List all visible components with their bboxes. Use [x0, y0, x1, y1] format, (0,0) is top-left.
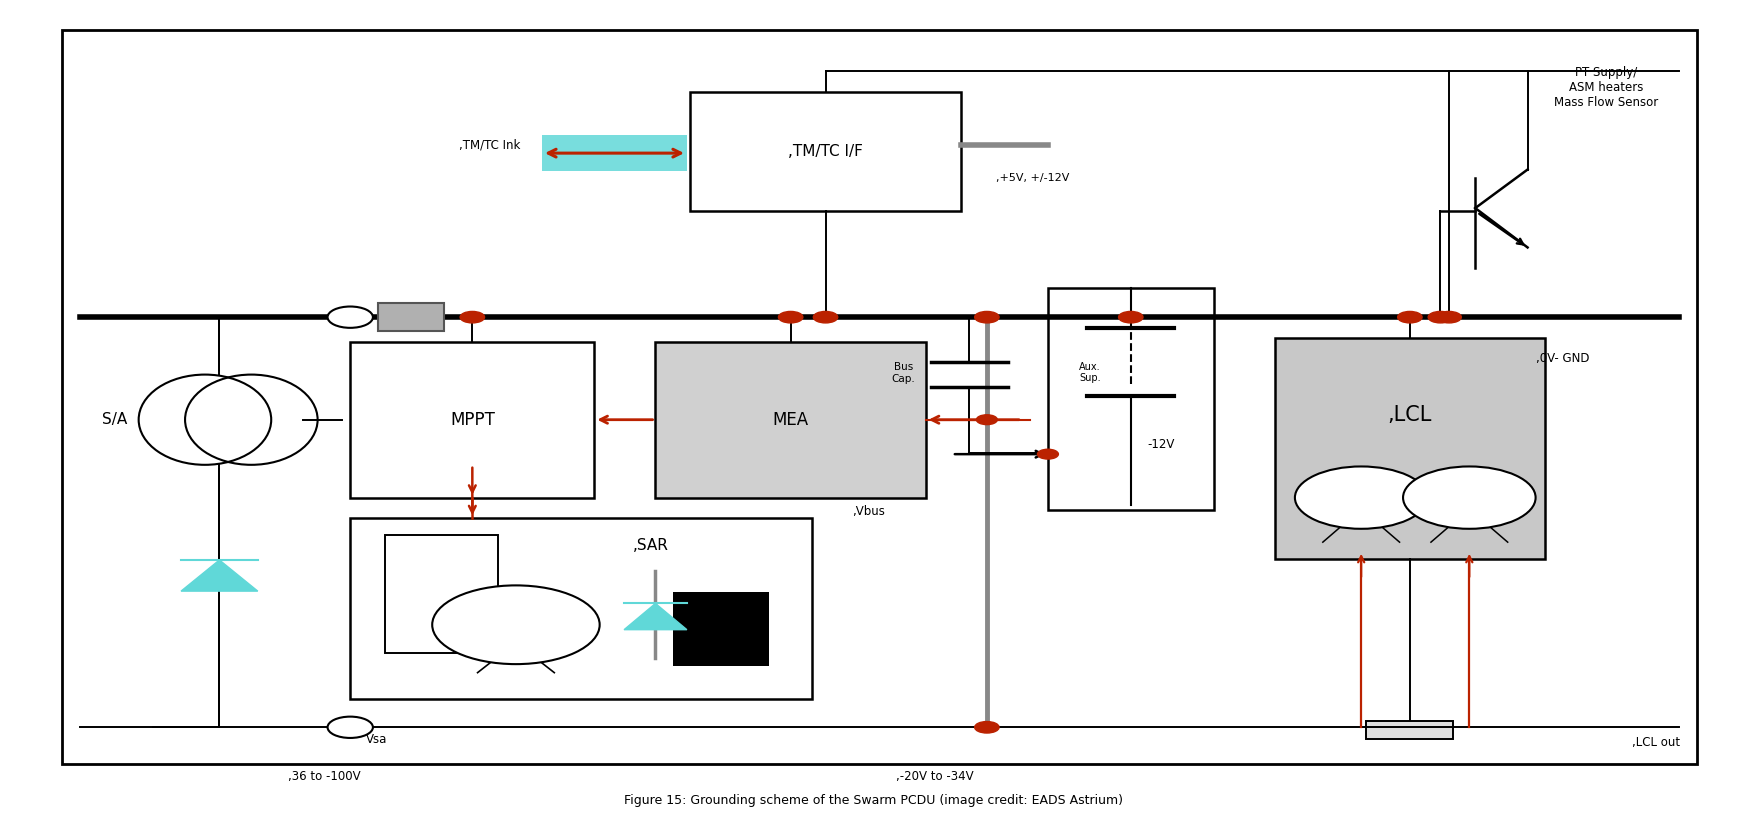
Circle shape [779, 311, 804, 323]
Text: ,Vbus: ,Vbus [853, 505, 886, 518]
Bar [1366, 721, 1454, 739]
Text: ,SAR: ,SAR [632, 537, 669, 553]
Text: MEA: MEA [772, 411, 809, 429]
Bar [349, 518, 812, 699]
Circle shape [459, 311, 484, 323]
Bar [377, 303, 444, 331]
Circle shape [977, 415, 998, 425]
Bar [655, 342, 926, 498]
Text: Vsa: Vsa [365, 733, 388, 746]
Bar [690, 91, 961, 211]
Circle shape [1436, 311, 1460, 323]
Text: ,LCL out: ,LCL out [1632, 736, 1681, 749]
Text: ,36 to -100V: ,36 to -100V [288, 770, 360, 783]
Circle shape [1398, 311, 1422, 323]
Circle shape [327, 306, 372, 328]
Circle shape [814, 311, 839, 323]
Bar [1275, 337, 1544, 559]
Bar [1048, 289, 1214, 510]
Bar [542, 135, 687, 171]
Bar [393, 544, 489, 559]
Text: PT Supply/
ASM heaters
Mass Flow Sensor: PT Supply/ ASM heaters Mass Flow Sensor [1553, 66, 1658, 109]
Text: Aux.
Sup.: Aux. Sup. [1080, 362, 1101, 384]
Text: S/A: S/A [101, 412, 128, 427]
Circle shape [327, 717, 372, 738]
Text: ,+5V, +/-12V: ,+5V, +/-12V [996, 173, 1069, 183]
Ellipse shape [138, 374, 271, 465]
Bar [673, 592, 769, 666]
Text: ,TM/TC I/F: ,TM/TC I/F [788, 143, 863, 159]
Circle shape [1118, 311, 1143, 323]
Bar [63, 30, 1696, 765]
Text: Bus
Cap.: Bus Cap. [891, 362, 915, 384]
Polygon shape [182, 560, 259, 591]
Bar [393, 572, 489, 584]
Circle shape [1403, 467, 1536, 529]
Text: ,0V- GND: ,0V- GND [1536, 351, 1590, 365]
Circle shape [1038, 449, 1059, 459]
Circle shape [975, 722, 999, 733]
Polygon shape [624, 603, 687, 630]
Bar [349, 342, 594, 498]
Text: ,-20V to -34V: ,-20V to -34V [896, 770, 973, 783]
Circle shape [975, 311, 999, 323]
Text: ,LCL: ,LCL [1387, 405, 1433, 425]
Bar [384, 534, 498, 653]
Text: Figure 15: Grounding scheme of the Swarm PCDU (image credit: EADS Astrium): Figure 15: Grounding scheme of the Swarm… [624, 794, 1123, 807]
Text: ,TM/TC Ink: ,TM/TC Ink [459, 138, 521, 151]
Circle shape [1427, 311, 1452, 323]
Circle shape [432, 585, 599, 664]
Text: -12V: -12V [1148, 438, 1174, 451]
Text: MPPT: MPPT [451, 411, 494, 429]
Circle shape [1295, 467, 1427, 529]
